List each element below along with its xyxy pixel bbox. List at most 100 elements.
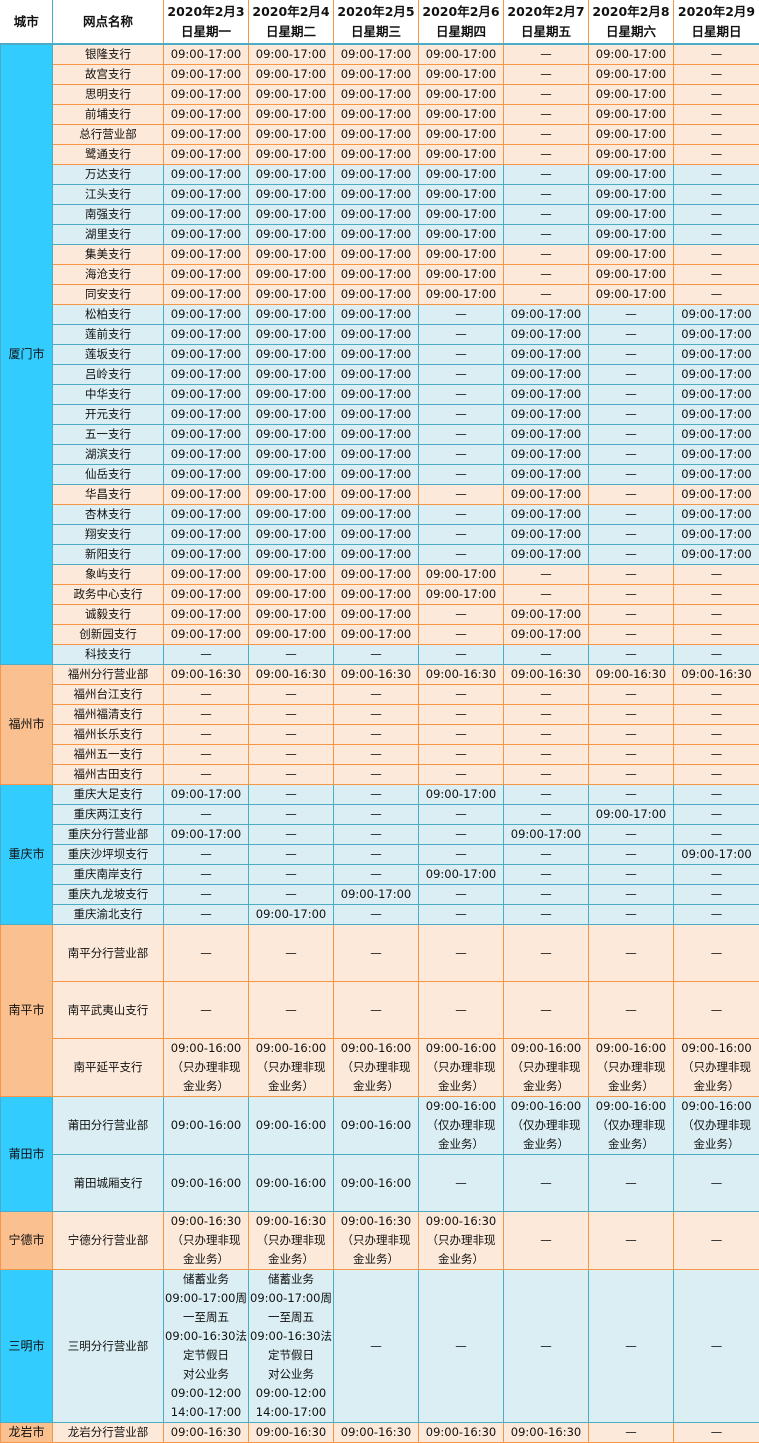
hours-cell: 09:00-16:30 <box>249 665 334 685</box>
hours-cell: — <box>674 1212 759 1270</box>
hours-cell: — <box>674 145 759 165</box>
hours-cell: — <box>589 1212 674 1270</box>
hours-cell: — <box>419 465 504 485</box>
hours-cell: 09:00-17:00 <box>164 545 249 565</box>
branch-name: 重庆沙坪坝支行 <box>53 845 164 865</box>
hours-cell: 09:00-17:00 <box>164 205 249 225</box>
hours-cell: 09:00-17:00 <box>589 185 674 205</box>
hours-cell: — <box>589 345 674 365</box>
hours-cell: — <box>419 605 504 625</box>
hours-cell: 09:00-17:00 <box>334 425 419 445</box>
table-row: 重庆两江支行—————09:00-17:00— <box>1 805 759 825</box>
hours-cell: — <box>589 625 674 645</box>
hours-cell: 09:00-17:00 <box>249 625 334 645</box>
hours-cell: 09:00-17:00 <box>334 265 419 285</box>
table-row: 福州五一支行——————— <box>1 745 759 765</box>
hours-cell: — <box>589 485 674 505</box>
hours-cell: — <box>419 645 504 665</box>
hours-cell: — <box>674 905 759 925</box>
hours-cell: 09:00-17:00 <box>334 385 419 405</box>
hours-cell: — <box>164 725 249 745</box>
header-date: 2020年2月6 日星期四 <box>419 0 504 44</box>
hours-cell: 09:00-17:00 <box>249 485 334 505</box>
hours-cell: 09:00-17:00 <box>249 285 334 305</box>
hours-cell: — <box>674 605 759 625</box>
hours-cell: 09:00-17:00 <box>589 245 674 265</box>
hours-cell: — <box>589 425 674 445</box>
hours-cell: — <box>589 905 674 925</box>
hours-cell: 09:00-16:00 （只办理非现 金业务） <box>674 1039 759 1097</box>
hours-cell: — <box>674 885 759 905</box>
hours-cell: 09:00-17:00 <box>589 145 674 165</box>
hours-cell: 09:00-17:00 <box>589 285 674 305</box>
hours-cell: — <box>419 365 504 385</box>
hours-cell: 09:00-17:00 <box>164 525 249 545</box>
hours-cell: — <box>504 845 589 865</box>
hours-cell: — <box>249 785 334 805</box>
hours-cell: 09:00-17:00 <box>334 585 419 605</box>
hours-cell: — <box>674 785 759 805</box>
hours-cell: — <box>674 625 759 645</box>
hours-cell: 09:00-16:30 <box>249 1423 334 1443</box>
hours-cell: — <box>419 305 504 325</box>
hours-cell: — <box>164 705 249 725</box>
hours-cell: 09:00-17:00 <box>504 525 589 545</box>
hours-cell: 09:00-16:00 （只办理非现 金业务） <box>164 1039 249 1097</box>
hours-cell: 09:00-17:00 <box>589 85 674 105</box>
hours-cell: 09:00-17:00 <box>249 585 334 605</box>
hours-cell: 09:00-17:00 <box>249 465 334 485</box>
hours-cell: 09:00-17:00 <box>164 385 249 405</box>
branch-name: 福州分行营业部 <box>53 665 164 685</box>
hours-cell: — <box>334 705 419 725</box>
hours-cell: — <box>419 1270 504 1423</box>
branch-name: 松柏支行 <box>53 305 164 325</box>
branch-name: 莆田城厢支行 <box>53 1155 164 1212</box>
branch-name: 三明分行营业部 <box>53 1270 164 1423</box>
branch-name: 万达支行 <box>53 165 164 185</box>
hours-cell: — <box>249 745 334 765</box>
hours-cell: 09:00-17:00 <box>674 485 759 505</box>
hours-cell: 09:00-16:30 （只办理非现 金业务） <box>249 1212 334 1270</box>
hours-cell: 09:00-17:00 <box>249 545 334 565</box>
hours-cell: 09:00-17:00 <box>249 125 334 145</box>
hours-cell: — <box>504 185 589 205</box>
hours-cell: 09:00-17:00 <box>504 385 589 405</box>
hours-cell: 09:00-17:00 <box>419 585 504 605</box>
hours-cell: — <box>334 845 419 865</box>
hours-cell: — <box>419 485 504 505</box>
hours-cell: 09:00-17:00 <box>504 485 589 505</box>
hours-cell: — <box>674 225 759 245</box>
header-date: 2020年2月9 日星期日 <box>674 0 759 44</box>
hours-cell: 09:00-17:00 <box>164 245 249 265</box>
hours-cell: 09:00-17:00 <box>249 325 334 345</box>
hours-cell: — <box>334 725 419 745</box>
hours-cell: 09:00-17:00 <box>164 585 249 605</box>
branch-name: 重庆大足支行 <box>53 785 164 805</box>
hours-cell: 09:00-17:00 <box>249 405 334 425</box>
table-row: 福州台江支行——————— <box>1 685 759 705</box>
hours-cell: — <box>589 885 674 905</box>
branch-name: 华昌支行 <box>53 485 164 505</box>
hours-cell: — <box>334 765 419 785</box>
hours-cell: — <box>419 885 504 905</box>
hours-cell: — <box>419 725 504 745</box>
hours-cell: — <box>504 925 589 982</box>
hours-cell: 09:00-16:30 <box>164 1423 249 1443</box>
hours-cell: — <box>249 885 334 905</box>
city-cell: 龙岩市 <box>1 1423 53 1443</box>
hours-cell: — <box>589 525 674 545</box>
table-row: 重庆渝北支行—09:00-17:00————— <box>1 905 759 925</box>
hours-cell: 09:00-17:00 <box>164 285 249 305</box>
hours-cell: 09:00-17:00 <box>334 605 419 625</box>
hours-cell: 09:00-17:00 <box>674 365 759 385</box>
hours-cell: 09:00-17:00 <box>504 305 589 325</box>
hours-cell: 09:00-16:30 <box>334 1423 419 1443</box>
hours-cell: 09:00-17:00 <box>249 345 334 365</box>
hours-cell: 09:00-17:00 <box>164 365 249 385</box>
